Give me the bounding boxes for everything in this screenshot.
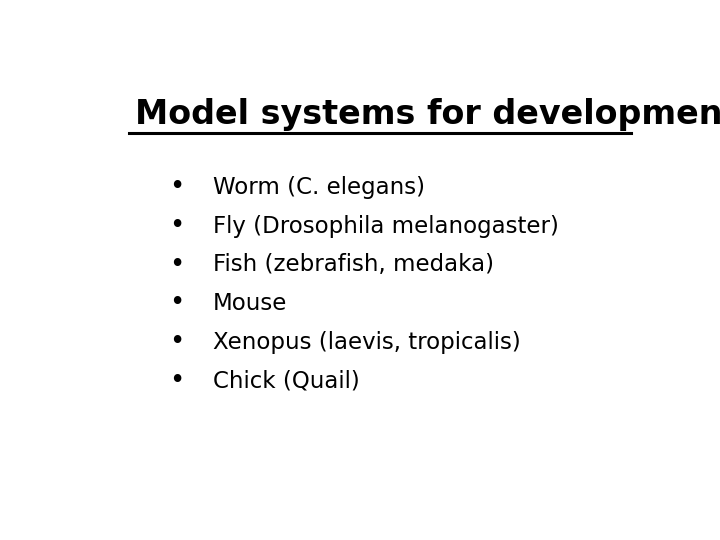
Text: Fly (Drosophila melanogaster): Fly (Drosophila melanogaster) bbox=[213, 214, 559, 238]
Text: Worm (C. elegans): Worm (C. elegans) bbox=[213, 176, 425, 199]
Text: •: • bbox=[169, 174, 184, 200]
Text: Chick (Quail): Chick (Quail) bbox=[213, 369, 359, 392]
Text: Mouse: Mouse bbox=[213, 292, 287, 315]
Text: Fish (zebrafish, medaka): Fish (zebrafish, medaka) bbox=[213, 253, 494, 276]
Text: Xenopus (laevis, tropicalis): Xenopus (laevis, tropicalis) bbox=[213, 330, 521, 354]
Text: •: • bbox=[169, 368, 184, 394]
Text: Model systems for developmental biology: Model systems for developmental biology bbox=[135, 98, 720, 131]
Text: •: • bbox=[169, 329, 184, 355]
Text: •: • bbox=[169, 291, 184, 316]
Text: •: • bbox=[169, 252, 184, 278]
Text: •: • bbox=[169, 213, 184, 239]
